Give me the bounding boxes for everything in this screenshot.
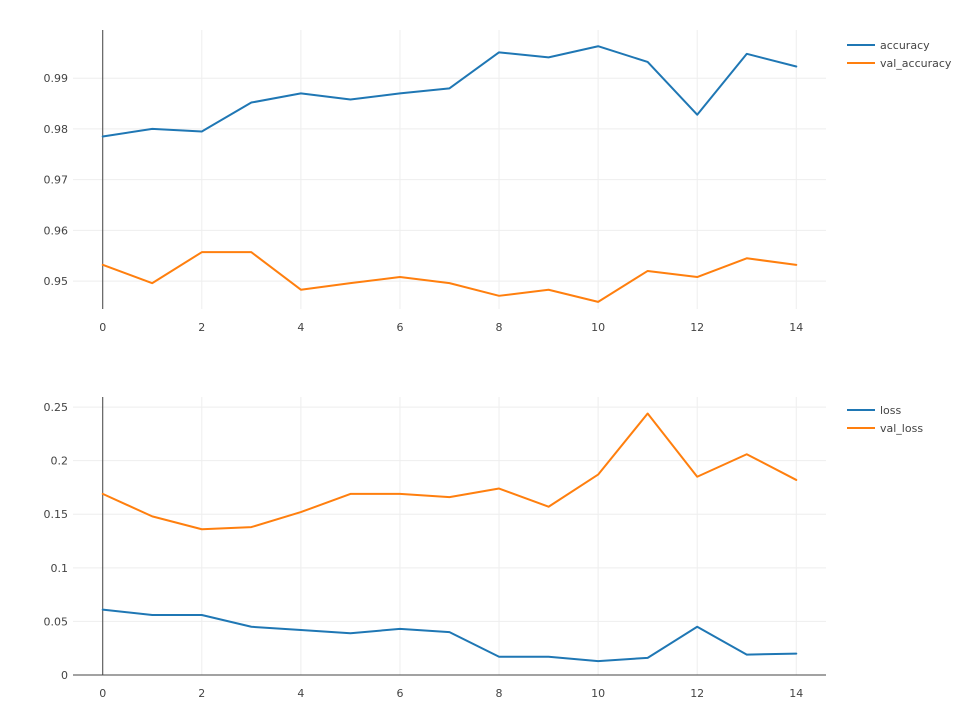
x-tick-label: 14 <box>789 321 803 334</box>
y-tick-label: 0.96 <box>44 224 69 237</box>
y-tick-label: 0.95 <box>44 275 69 288</box>
legend-label: val_loss <box>880 422 923 435</box>
gridlines <box>73 397 826 676</box>
x-tick-label: 2 <box>198 687 205 700</box>
y-tick-label: 0.98 <box>44 123 69 136</box>
x-tick-label: 10 <box>591 321 605 334</box>
y-tick-label: 0.99 <box>44 72 69 85</box>
legend: loss val_loss <box>847 404 923 435</box>
accuracy-chart: 0 2 4 6 8 10 12 14 0.95 0.96 0.97 0.98 0.99 accuracy v… <box>44 30 952 334</box>
series-line-loss <box>101 608 798 663</box>
series-line-val-accuracy <box>101 251 798 303</box>
y-tick-label: 0.97 <box>44 174 69 187</box>
x-tick-label: 8 <box>496 321 503 334</box>
legend-item[interactable]: loss <box>847 404 902 417</box>
series-line-accuracy <box>101 45 798 138</box>
y-tick-label: 0.15 <box>44 508 69 521</box>
y-tick-labels: 0.95 0.96 0.97 0.98 0.99 <box>44 72 69 288</box>
loss-chart: 0 2 4 6 8 10 12 14 0 0.05 0.1 0.15 0.2 0.25 loss val_lo… <box>44 397 923 700</box>
x-tick-label: 4 <box>297 687 304 700</box>
x-tick-labels: 0 2 4 6 8 10 12 14 <box>99 687 803 700</box>
gridlines <box>73 30 826 309</box>
legend-label: loss <box>880 404 902 417</box>
x-tick-label: 0 <box>99 321 106 334</box>
x-tick-label: 0 <box>99 687 106 700</box>
y-tick-label: 0.2 <box>51 455 69 468</box>
x-tick-label: 4 <box>297 321 304 334</box>
y-tick-labels: 0 0.05 0.1 0.15 0.2 0.25 <box>44 401 69 682</box>
legend-label: val_accuracy <box>880 57 952 70</box>
x-tick-label: 14 <box>789 687 803 700</box>
x-tick-label: 2 <box>198 321 205 334</box>
y-tick-label: 0 <box>61 669 68 682</box>
legend-item[interactable]: accuracy <box>847 39 930 52</box>
y-tick-label: 0.05 <box>44 615 69 628</box>
y-tick-label: 0.25 <box>44 401 69 414</box>
legend-label: accuracy <box>880 39 930 52</box>
legend-item[interactable]: val_accuracy <box>847 57 952 70</box>
x-tick-label: 6 <box>396 321 403 334</box>
x-tick-label: 8 <box>496 687 503 700</box>
x-tick-labels: 0 2 4 6 8 10 12 14 <box>99 321 803 334</box>
series-line-val-loss <box>101 412 798 531</box>
x-tick-label: 12 <box>690 321 704 334</box>
legend: accuracy val_accuracy <box>847 39 952 70</box>
x-tick-label: 12 <box>690 687 704 700</box>
x-tick-label: 6 <box>396 687 403 700</box>
y-tick-label: 0.1 <box>51 562 69 575</box>
legend-item[interactable]: val_loss <box>847 422 923 435</box>
x-tick-label: 10 <box>591 687 605 700</box>
